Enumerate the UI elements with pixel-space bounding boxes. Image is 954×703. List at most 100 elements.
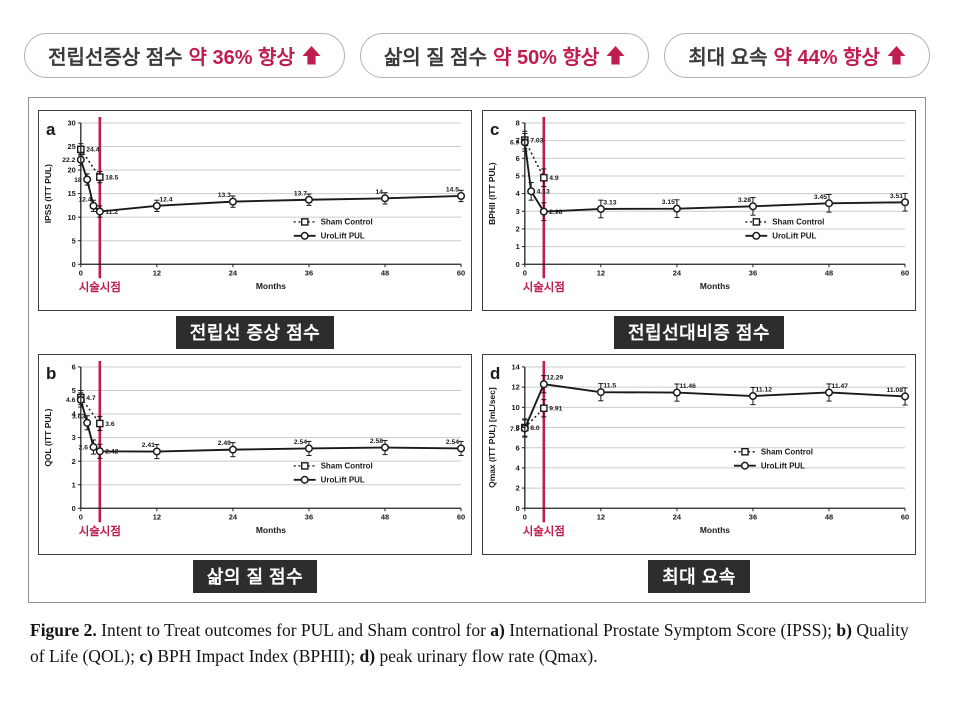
svg-text:0: 0 — [516, 260, 520, 269]
svg-text:6: 6 — [516, 154, 520, 163]
svg-text:시술시점: 시술시점 — [523, 280, 565, 294]
svg-text:8: 8 — [516, 423, 520, 432]
gridlines — [524, 122, 906, 248]
chart-panel-c: 7.03 4.9 6.9 4.13 2.98 3.13 3.15 3.28 3.45 3.51 0 1… — [482, 110, 916, 312]
stat-banner-ipss: 전립선증상 점수 약 36% 향상 — [24, 33, 345, 78]
svg-text:4.9: 4.9 — [549, 175, 559, 182]
chart-badge: 전립선대비증 점수 — [614, 316, 784, 350]
svg-text:14: 14 — [512, 363, 521, 372]
svg-text:UroLift PUL: UroLift PUL — [321, 232, 365, 241]
svg-text:UroLift PUL: UroLift PUL — [761, 462, 805, 471]
series-pul: 22.2 18 12.4 11.2 12.4 13.3 13.7 14 14.5 — [62, 153, 466, 218]
svg-text:60: 60 — [901, 269, 909, 278]
svg-text:0: 0 — [72, 504, 76, 513]
up-arrow-icon — [887, 46, 906, 65]
svg-text:b: b — [46, 364, 56, 383]
svg-text:IPSS (ITT PUL): IPSS (ITT PUL) — [43, 164, 53, 223]
svg-text:12: 12 — [597, 513, 605, 522]
svg-text:2: 2 — [72, 457, 76, 466]
svg-text:20: 20 — [68, 166, 76, 175]
stat-banner-qol: 삶의 질 점수 약 50% 향상 — [359, 33, 650, 78]
svg-text:3: 3 — [516, 207, 520, 216]
axes: 0 5 10 15 20 25 30 0 12 24 36 48 60 — [68, 119, 466, 278]
svg-text:시술시점: 시술시점 — [79, 524, 121, 538]
series-pul: 4.63.632.62.422.41 2.49 2.54 2.58 2.54 — [66, 392, 466, 460]
svg-text:시술시점: 시술시점 — [523, 524, 565, 538]
svg-text:14: 14 — [375, 189, 383, 196]
svg-text:Qmax (ITT PUL) [mL/sec]: Qmax (ITT PUL) [mL/sec] — [487, 387, 497, 488]
chart-cell-d: 8.0 9.91 7.9 12.29 11.5 11.46 11.12 11.47 11.08 0… — [482, 354, 916, 594]
svg-text:Months: Months — [700, 525, 730, 535]
svg-text:5: 5 — [516, 172, 520, 181]
svg-text:36: 36 — [305, 513, 313, 522]
svg-text:6: 6 — [516, 443, 520, 452]
svg-text:22.2: 22.2 — [62, 157, 75, 164]
svg-text:4.6: 4.6 — [66, 397, 76, 404]
svg-text:48: 48 — [825, 269, 833, 278]
svg-text:6: 6 — [72, 363, 76, 372]
up-arrow-icon — [606, 46, 625, 65]
banner-row: 전립선증상 점수 약 36% 향상 삶의 질 점수 약 50% 향상 최대 요속… — [0, 0, 954, 78]
svg-text:2.54: 2.54 — [446, 439, 459, 446]
chart-d-qmax: 8.0 9.91 7.9 12.29 11.5 11.46 11.12 11.47 11.08 0… — [487, 361, 910, 538]
svg-text:18: 18 — [74, 177, 82, 184]
svg-text:13.7: 13.7 — [294, 190, 307, 197]
legend: Sham Control UroLift PUL — [733, 448, 813, 471]
chart-a-ipss: 24.4 18.5 22.2 18 12.4 11.2 12.4 13.3 13.7 14 14.5… — [43, 116, 466, 294]
svg-text:시술시점: 시술시점 — [79, 280, 121, 294]
chart-panel-d: 8.0 9.91 7.9 12.29 11.5 11.46 11.12 11.47 11.08 0… — [482, 354, 916, 556]
svg-text:14.5: 14.5 — [446, 186, 459, 193]
svg-text:Months: Months — [256, 281, 286, 291]
svg-text:0: 0 — [523, 513, 527, 522]
svg-text:d: d — [490, 364, 500, 383]
svg-text:QOL (ITT PUL): QOL (ITT PUL) — [43, 408, 53, 466]
svg-text:3.28: 3.28 — [738, 197, 751, 204]
svg-text:60: 60 — [457, 269, 465, 278]
banner-text: 최대 요속 — [688, 47, 768, 69]
chart-panel-b: 4.7 3.6 4.6 3.63 2.6 2.42 2.41 2.49 2.54 2.58 2.54… — [38, 354, 472, 556]
svg-text:0: 0 — [79, 269, 83, 278]
svg-text:5: 5 — [72, 386, 76, 395]
legend: Sham Control UroLift PUL — [293, 218, 373, 241]
chart-cell-a: 24.4 18.5 22.2 18 12.4 11.2 12.4 13.3 13.7 14 14.5… — [38, 110, 472, 350]
series-pul: 7.9 12.29 11.5 11.46 11.12 11.47 11.08 — [510, 375, 910, 438]
svg-text:2.49: 2.49 — [218, 440, 231, 447]
svg-text:15: 15 — [68, 189, 76, 198]
chart-badge: 삶의 질 점수 — [192, 560, 318, 594]
svg-text:11.5: 11.5 — [603, 383, 616, 390]
svg-text:30: 30 — [68, 119, 76, 128]
svg-text:7.9: 7.9 — [510, 426, 520, 433]
chart-badge: 최대 요속 — [648, 560, 750, 594]
svg-text:4.7: 4.7 — [86, 395, 96, 402]
svg-text:12.4: 12.4 — [78, 196, 91, 203]
svg-text:12.4: 12.4 — [159, 196, 172, 203]
figure-panel: 24.4 18.5 22.2 18 12.4 11.2 12.4 13.3 13.7 14 14.5… — [28, 97, 926, 604]
svg-text:60: 60 — [901, 513, 909, 522]
svg-text:Sham Control: Sham Control — [761, 448, 813, 457]
svg-text:UroLift PUL: UroLift PUL — [772, 232, 816, 241]
svg-text:0: 0 — [516, 504, 520, 513]
chart-c-bphii: 7.03 4.9 6.9 4.13 2.98 3.13 3.15 3.28 3.45 3.51 0 1… — [487, 116, 909, 294]
svg-text:36: 36 — [749, 269, 757, 278]
chart-cell-b: 4.7 3.6 4.6 3.63 2.6 2.42 2.41 2.49 2.54 2.58 2.54… — [38, 354, 472, 594]
svg-text:3.13: 3.13 — [603, 200, 616, 207]
svg-text:Sham Control: Sham Control — [321, 218, 373, 227]
banner-text: 전립선증상 점수 — [48, 47, 183, 69]
svg-text:BPHII (ITT PUL): BPHII (ITT PUL) — [487, 162, 497, 225]
svg-text:25: 25 — [68, 142, 76, 151]
legend: Sham Control UroLift PUL — [745, 218, 824, 241]
svg-text:12: 12 — [512, 383, 520, 392]
series-sham: 24.4 18.5 — [77, 143, 119, 184]
up-arrow-icon — [302, 46, 321, 65]
svg-text:5: 5 — [72, 236, 76, 245]
svg-text:48: 48 — [381, 513, 389, 522]
svg-text:2.98: 2.98 — [549, 209, 562, 216]
svg-text:12.29: 12.29 — [546, 375, 563, 382]
svg-text:4: 4 — [72, 410, 77, 419]
svg-text:Sham Control: Sham Control — [321, 462, 373, 471]
gridlines — [80, 122, 462, 242]
banner-highlight: 약 44% 향상 — [773, 47, 880, 69]
chart-panel-a: 24.4 18.5 22.2 18 12.4 11.2 12.4 13.3 13.7 14 14.5… — [38, 110, 472, 312]
svg-text:24: 24 — [229, 269, 238, 278]
